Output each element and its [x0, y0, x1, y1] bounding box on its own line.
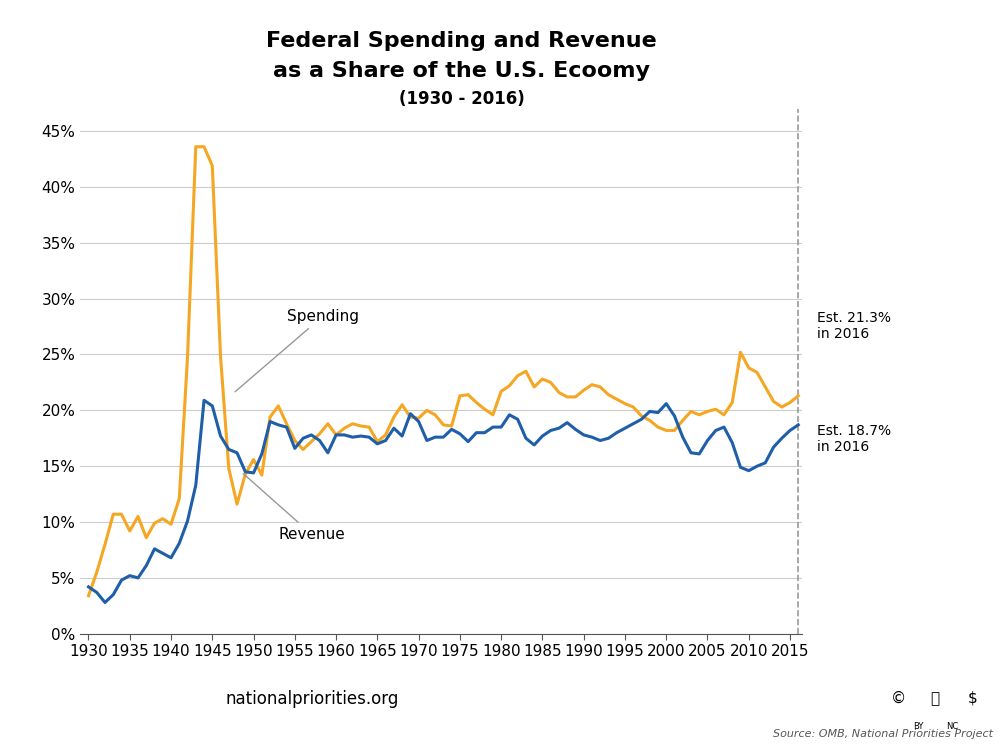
Text: Revenue: Revenue: [243, 473, 345, 542]
Text: Source: OMB, National Priorities Project: Source: OMB, National Priorities Project: [773, 729, 992, 739]
Text: NATIONAL: NATIONAL: [30, 677, 78, 686]
Text: (1930 - 2016): (1930 - 2016): [398, 90, 524, 108]
Text: Est. 21.3%
in 2016: Est. 21.3% in 2016: [817, 311, 891, 341]
Text: Spending: Spending: [234, 309, 358, 392]
Text: BY: BY: [912, 722, 922, 731]
Text: nationalpriorities.org: nationalpriorities.org: [225, 690, 399, 708]
Text: NC: NC: [946, 722, 958, 731]
Text: ⓘ: ⓘ: [930, 691, 939, 706]
Text: as a Share of the U.S. Ecoomy: as a Share of the U.S. Ecoomy: [273, 62, 649, 81]
Text: PROJECT: PROJECT: [60, 725, 103, 734]
Text: $: $: [966, 691, 976, 706]
Text: ©: ©: [890, 691, 905, 706]
Text: Est. 18.7%
in 2016: Est. 18.7% in 2016: [817, 424, 891, 454]
Text: PRIORITIES: PRIORITIES: [15, 695, 133, 715]
Text: Federal Spending and Revenue: Federal Spending and Revenue: [266, 32, 656, 51]
